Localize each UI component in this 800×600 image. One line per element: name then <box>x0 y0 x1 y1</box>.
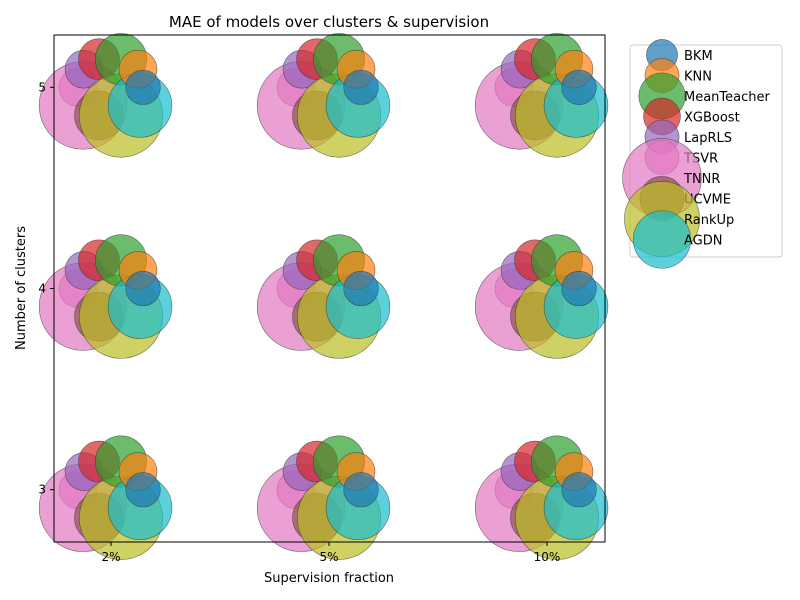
y-axis-label: Number of clusters <box>14 226 29 350</box>
legend-label-agdn: AGDN <box>684 234 722 249</box>
legend: BKMKNNMeanTeacherXGBoostLapRLSTSVRTNNRUC… <box>622 39 783 269</box>
x-axis-label: Supervision fraction <box>264 571 394 586</box>
point-bkm-5pct-4 <box>343 270 379 307</box>
legend-label-bkm: BKM <box>684 49 713 64</box>
legend-label-rankup: RankUp <box>684 213 734 228</box>
legend-marker-agdn <box>632 210 692 269</box>
point-bkm-10pct-4 <box>561 270 597 307</box>
y-tick-label: 4 <box>38 282 46 296</box>
x-tick-label: 5% <box>319 550 338 564</box>
y-tick-label: 5 <box>38 80 46 94</box>
x-axis: 2% 5% 10% <box>101 542 560 564</box>
legend-label-laprls: LapRLS <box>684 131 732 146</box>
legend-label-tnnr: TNNR <box>683 172 720 187</box>
point-bkm-2pct-5 <box>125 69 161 105</box>
point-bkm-2pct-3 <box>125 472 161 508</box>
legend-label-knn: KNN <box>684 70 712 85</box>
chart-title: MAE of models over clusters & supervisio… <box>169 13 489 31</box>
x-tick-label: 2% <box>101 550 120 564</box>
points-layer <box>38 33 609 560</box>
point-bkm-10pct-5 <box>561 69 597 105</box>
point-bkm-2pct-4 <box>125 270 161 307</box>
point-bkm-5pct-3 <box>343 472 379 508</box>
y-tick-label: 3 <box>38 483 46 497</box>
legend-label-meanteacher: MeanTeacher <box>684 90 771 105</box>
point-bkm-10pct-3 <box>561 472 597 508</box>
x-tick-label: 10% <box>534 550 561 564</box>
legend-label-xgboost: XGBoost <box>684 111 740 126</box>
y-axis: 3 4 5 <box>38 80 54 497</box>
point-bkm-5pct-5 <box>343 69 379 105</box>
